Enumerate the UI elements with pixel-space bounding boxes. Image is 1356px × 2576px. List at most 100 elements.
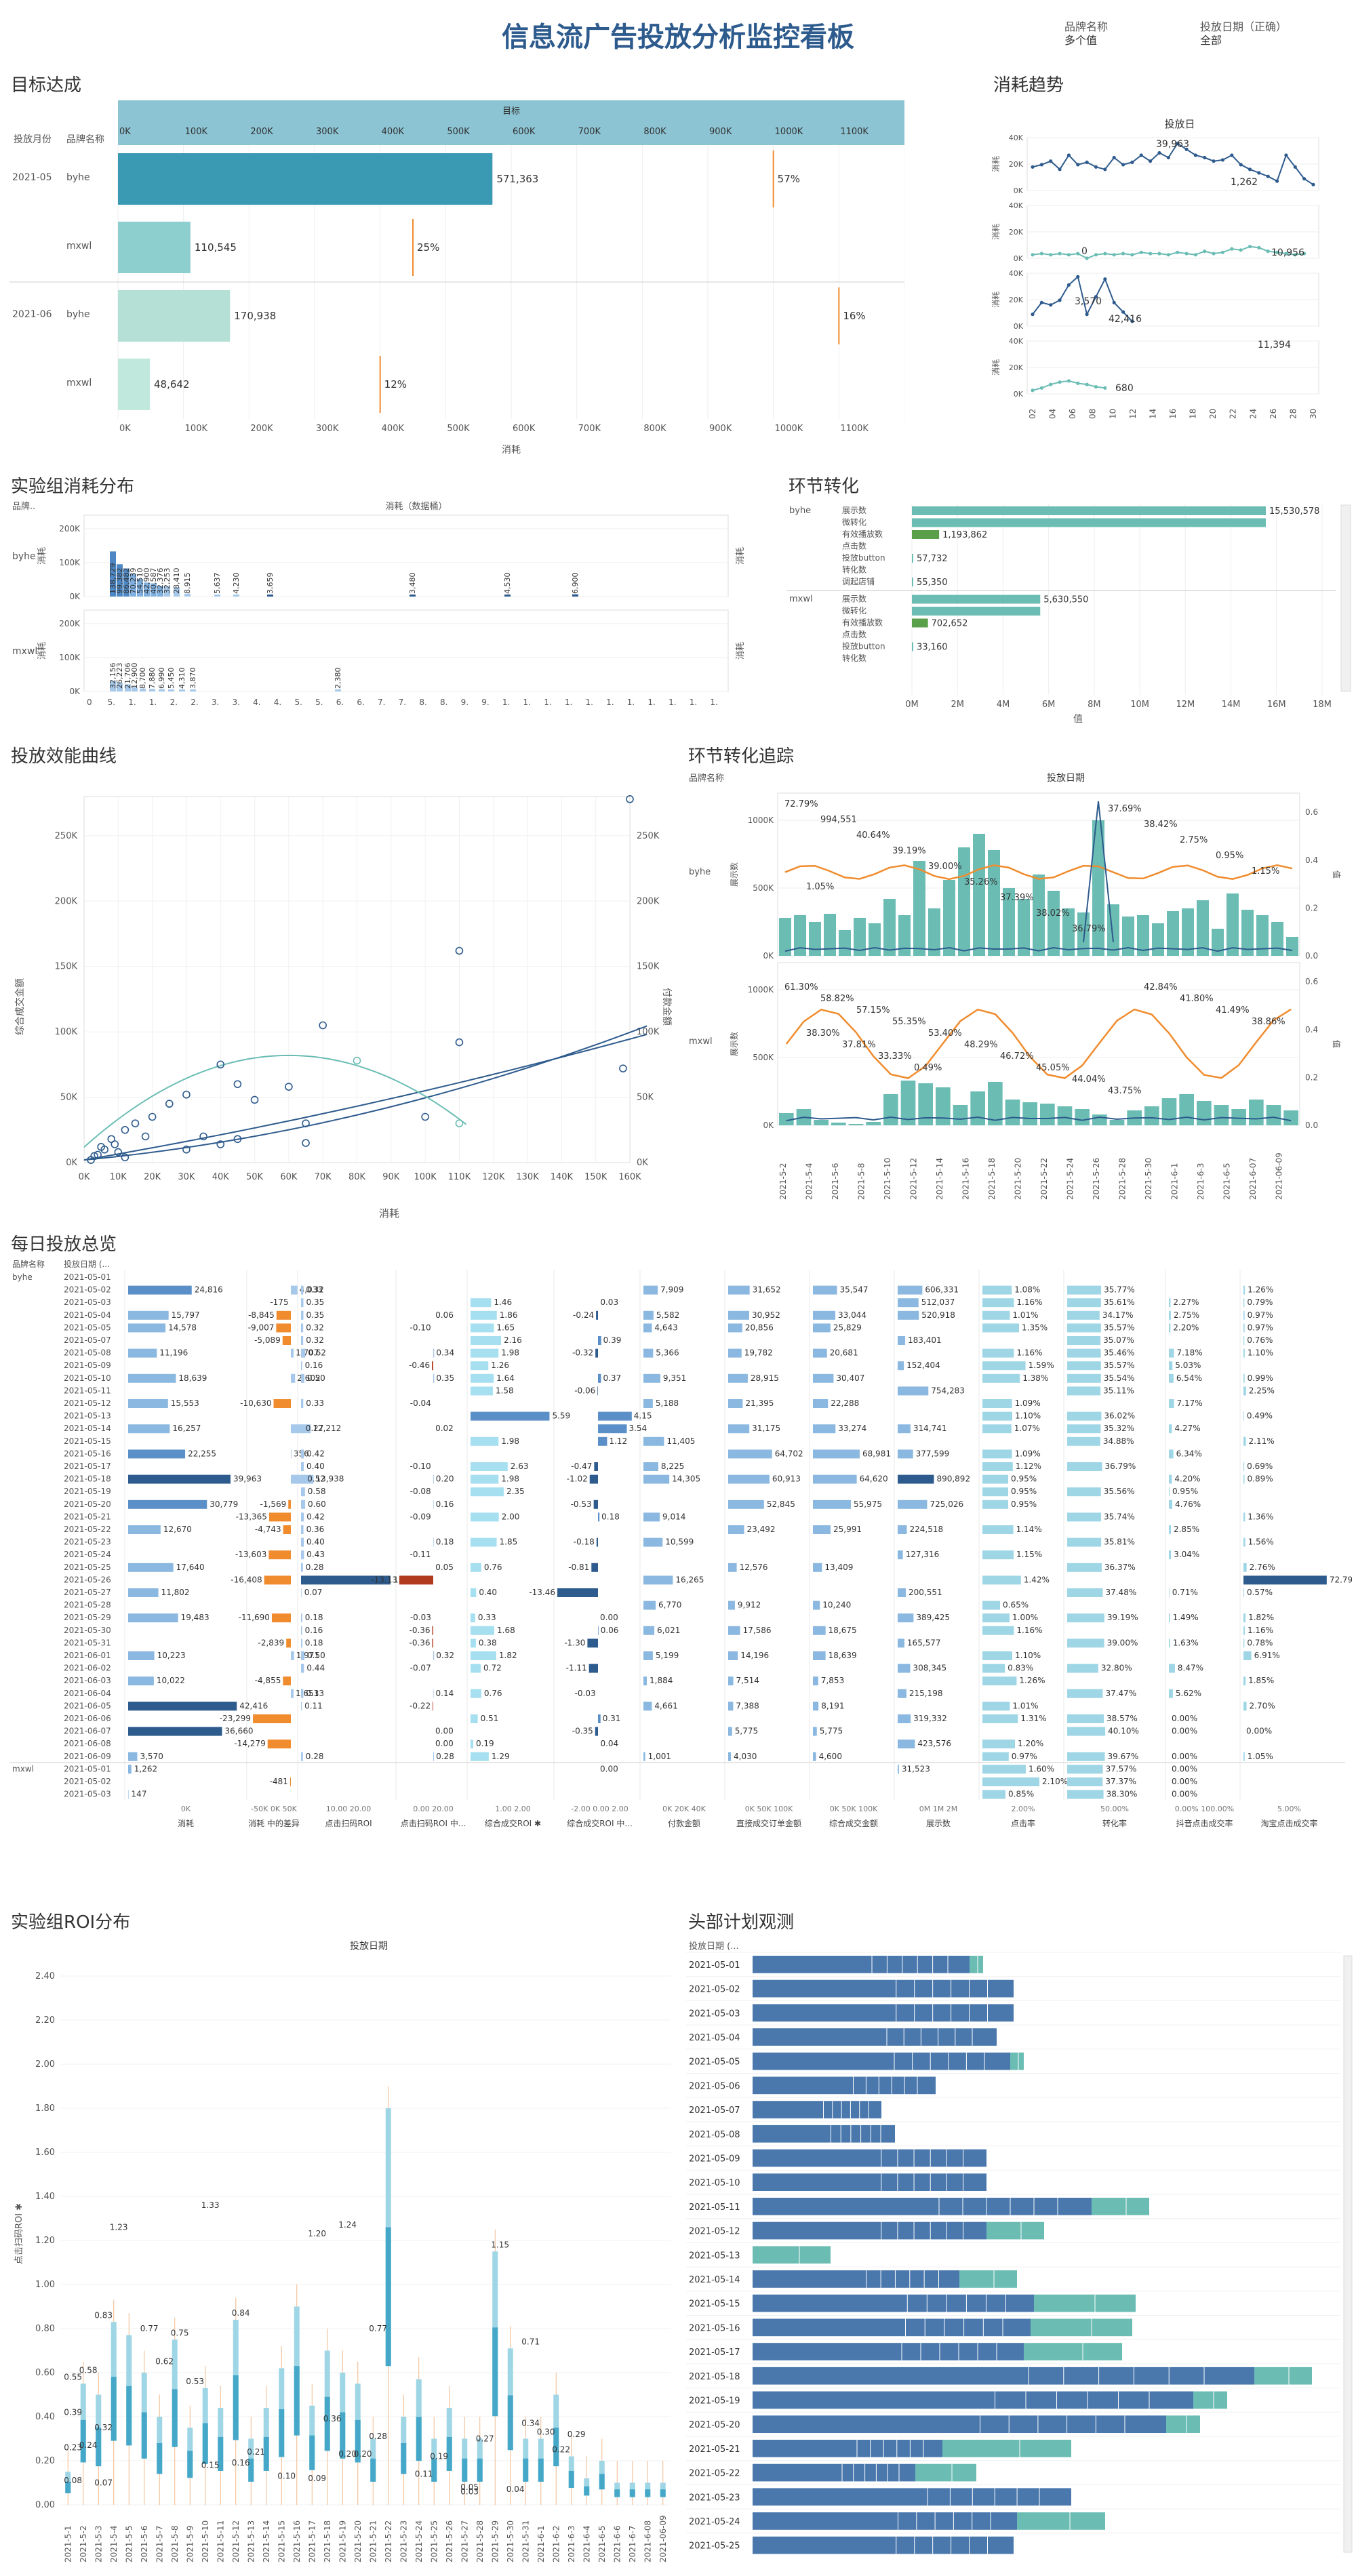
daily-cell-value: 8,191 (821, 1701, 844, 1710)
daily-bar (813, 1449, 860, 1459)
efficiency-xtick: 150K (584, 1172, 607, 1182)
filter-date-value[interactable]: 全部 (1200, 34, 1222, 47)
daily-cell-value: 0.32 (306, 1335, 324, 1345)
tracking-bar (953, 1105, 968, 1125)
roi-data-label: 0.53 (186, 2377, 204, 2386)
roi-data-label: 1.23 (110, 2222, 128, 2232)
daily-bar (813, 1702, 819, 1711)
roi-xtick: 2021-6-08 (643, 2520, 652, 2562)
daily-cell-value: 0.14 (436, 1689, 454, 1698)
efficiency-panel: 0K 10K 20K 30K 40K 50K 60K 70K 80K 90K 100K 110K 120… (9, 769, 681, 1230)
tracking-data-label: 40.64% (856, 830, 890, 841)
roi-xtick: 2021-5-19 (338, 2520, 347, 2562)
daily-cell-value: 33,044 (838, 1310, 866, 1320)
daily-bar (128, 1373, 176, 1383)
daily-cell-value: 52,845 (767, 1500, 795, 1509)
daily-bar (598, 1424, 627, 1434)
daily-cell-value: 7.17% (1177, 1398, 1203, 1408)
tracking-bar (1137, 915, 1149, 956)
top-bar-secondary (1017, 2512, 1105, 2530)
daily-brand: byhe (12, 1272, 33, 1282)
daily-cell-value: 10,599 (665, 1537, 694, 1547)
daily-bar (1067, 1664, 1098, 1673)
daily-cell-value: 5,188 (656, 1398, 679, 1408)
daily-cell-value: 30,407 (836, 1373, 864, 1383)
daily-date: 2021-05-01 (64, 1272, 111, 1282)
exp-xtick: 9. (481, 698, 489, 707)
top-date: 2021-05-11 (689, 2202, 740, 2213)
daily-bar (1067, 1373, 1101, 1383)
daily-bar (433, 1373, 435, 1383)
daily-cell-value: 5,775 (820, 1727, 843, 1736)
daily-cell-value: 6,021 (657, 1626, 680, 1635)
tracking-data-label: 72.79% (784, 799, 818, 809)
daily-cell-value: 754,283 (931, 1386, 965, 1395)
tracking-brand-col: 品牌名称 (689, 773, 724, 784)
daily-bar (1243, 1436, 1246, 1446)
daily-bar (128, 1449, 186, 1459)
efficiency-ytick: 0K (66, 1158, 77, 1168)
daily-bar (128, 1399, 168, 1408)
daily-cell-value: 0.40 (479, 1588, 497, 1597)
filter-brand-value[interactable]: 多个值 (1064, 34, 1098, 47)
roi-box-dark (507, 2395, 513, 2451)
daily-cell-value: 31,175 (752, 1424, 780, 1433)
roi-data-label: 0.58 (79, 2366, 98, 2375)
daily-cell-value: 0.95% (1011, 1500, 1037, 1509)
daily-bar (282, 1336, 291, 1345)
daily-bar (598, 1336, 601, 1345)
daily-cell-value: 0.76 (484, 1563, 502, 1572)
top-date: 2021-05-04 (689, 2033, 740, 2043)
daily-bar (982, 1373, 1020, 1383)
daily-bar (728, 1348, 742, 1358)
exp-title: 实验组消耗分布 (11, 477, 135, 497)
daily-cell-value: 1.16% (1248, 1626, 1273, 1635)
daily-bar (982, 1298, 1014, 1308)
roi-data-label: 0.30 (537, 2428, 555, 2437)
daily-cell-value: 1.05% (1248, 1752, 1273, 1761)
daily-bar (898, 1310, 919, 1320)
target-bottom-label: 消耗 (502, 445, 521, 456)
daily-bar (982, 1550, 1014, 1560)
roi-data-label: 0.36 (323, 2414, 342, 2423)
tracking-bar (1167, 911, 1179, 956)
daily-bar (128, 1588, 159, 1597)
roi-data-label: 0.84 (232, 2308, 250, 2318)
daily-bar (728, 1323, 742, 1333)
tracking-bar (973, 834, 985, 956)
roi-data-label: 1.20 (308, 2229, 326, 2238)
target-bar-label: 571,363 (496, 173, 538, 185)
daily-bar (273, 1399, 291, 1408)
daily-cell-value: 33,274 (838, 1424, 866, 1433)
trend-data-label: 1,262 (1231, 177, 1258, 188)
exp-bar-byhe (214, 595, 220, 597)
daily-cell-value: 0.28 (306, 1752, 324, 1761)
daily-bar (433, 1651, 435, 1660)
daily-bar (471, 1411, 550, 1421)
daily-cell-value: 0.72 (483, 1664, 502, 1673)
daily-cell-value: 224,518 (909, 1525, 943, 1534)
funnel-stage-label: 展示数 (842, 505, 866, 515)
daily-date: 2021-05-26 (64, 1575, 111, 1584)
daily-bar (813, 1525, 831, 1534)
daily-cell-value: 127,316 (906, 1550, 940, 1559)
daily-cell-value: 1.56% (1248, 1537, 1274, 1547)
daily-cell-value: 1.86 (500, 1310, 518, 1320)
tracking-bar (936, 1087, 951, 1125)
tracking-ytick-right: 0.4 (1305, 1025, 1318, 1034)
funnel-stage-label: 投放button (842, 641, 885, 651)
daily-cell-value: 19,782 (744, 1348, 773, 1358)
roi-ytick: 0.80 (35, 2324, 55, 2334)
daily-bar (813, 1563, 822, 1572)
daily-cell-value: 1.46 (494, 1297, 512, 1307)
daily-bar (982, 1752, 1009, 1761)
roi-box-dark (385, 2227, 391, 2367)
daily-cell-value: 38.30% (1106, 1790, 1138, 1799)
exp-xtick: 1. (585, 698, 593, 707)
daily-cell-value: 1.98 (501, 1436, 519, 1446)
roi-data-label: 0.83 (94, 2310, 113, 2320)
daily-bar (813, 1500, 851, 1509)
daily-cell-value: 0.00 (435, 1727, 454, 1736)
daily-cell-value: 0.07 (304, 1588, 323, 1597)
daily-cell-value: 1.60% (1029, 1764, 1054, 1773)
